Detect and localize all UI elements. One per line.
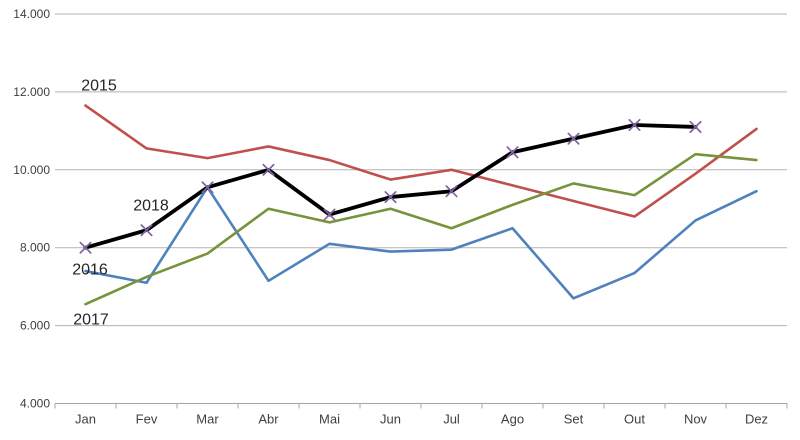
series-line-2016 [84,186,758,300]
x-tick-label: Set [564,412,584,427]
x-tick-label: Nov [684,412,708,427]
x-tick-label: Jun [380,412,401,427]
x-tick-label: Ago [501,412,524,427]
series-line-2015 [84,104,758,218]
y-tick-label: 12.000 [13,85,50,99]
series-line-2017 [84,152,758,306]
series-marker-2018 [79,241,92,254]
x-tick-label: Out [624,412,645,427]
x-tick-label: Fev [136,412,158,427]
series-marker-2018 [445,185,458,198]
y-tick-label: 6.000 [20,319,50,333]
y-tick-label: 10.000 [13,163,50,177]
y-tick-label: 8.000 [20,241,50,255]
y-tick-label: 14.000 [13,7,50,21]
series-line-2018 [83,123,698,250]
series-marker-2018 [323,208,336,221]
x-tick-label: Jul [443,412,460,427]
series-label-2017: 2017 [73,312,109,329]
series-marker-2018 [506,146,519,159]
x-tick-label: Dez [745,412,768,427]
x-tick-label: Mar [196,412,219,427]
y-tick-label: 4.000 [20,397,50,411]
series-label-2015: 2015 [81,78,117,95]
x-tick-label: Mai [319,412,340,427]
series-marker-2018 [140,224,153,237]
series-marker-2018 [201,181,214,194]
x-tick-label: Jan [75,412,96,427]
series-marker-2018 [628,118,641,132]
series-marker-2018 [262,163,275,176]
series-label-2016: 2016 [72,262,108,279]
series-marker-2018 [384,191,397,204]
series-marker-2018 [689,120,702,134]
x-tick-label: Abr [258,412,279,427]
series-label-2018: 2018 [133,198,169,215]
series-marker-2018 [567,132,580,145]
